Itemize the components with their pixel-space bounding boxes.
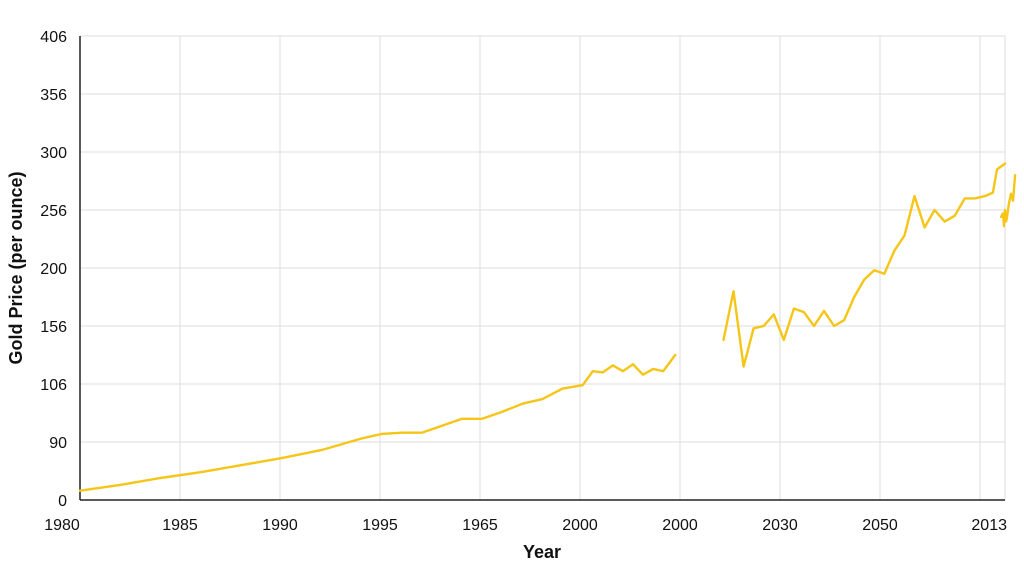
x-tick-label: 2050 bbox=[862, 517, 898, 534]
x-tick-label: 2000 bbox=[662, 517, 698, 534]
series-line-segment-2 bbox=[722, 162, 1007, 368]
y-tick-label: 90 bbox=[49, 435, 67, 452]
y-tick-label: 156 bbox=[40, 319, 67, 336]
y-axis-title: Gold Price (per ounce) bbox=[6, 171, 26, 364]
x-tick-label: 1995 bbox=[362, 517, 398, 534]
grid bbox=[80, 35, 1006, 500]
x-tick-labels: 1980 1985 1990 1995 1965 2000 2000 2030 2050 2013 bbox=[44, 517, 1007, 534]
y-tick-label: 200 bbox=[40, 261, 67, 278]
y-tick-label: 356 bbox=[40, 87, 67, 104]
y-tick-label: 0 bbox=[58, 493, 67, 510]
series-group bbox=[78, 162, 1017, 492]
axes bbox=[79, 36, 1005, 501]
x-tick-label: 1965 bbox=[462, 517, 498, 534]
y-tick-labels: 0 90 106 156 200 256 300 356 406 bbox=[40, 29, 67, 510]
x-tick-label: 2030 bbox=[762, 517, 798, 534]
y-tick-label: 406 bbox=[40, 29, 67, 46]
x-tick-label: 1980 bbox=[44, 517, 80, 534]
x-tick-label: 2013 bbox=[971, 517, 1007, 534]
y-tick-label: 106 bbox=[40, 377, 67, 394]
series-line-segment-3 bbox=[999, 174, 1017, 228]
y-tick-label: 300 bbox=[40, 145, 67, 162]
x-tick-label: 1985 bbox=[162, 517, 198, 534]
x-axis-title: Year bbox=[523, 542, 561, 562]
x-tick-label: 1990 bbox=[262, 517, 298, 534]
y-tick-label: 256 bbox=[40, 203, 67, 220]
series-line-segment-1 bbox=[78, 353, 677, 492]
x-tick-label: 2000 bbox=[562, 517, 598, 534]
